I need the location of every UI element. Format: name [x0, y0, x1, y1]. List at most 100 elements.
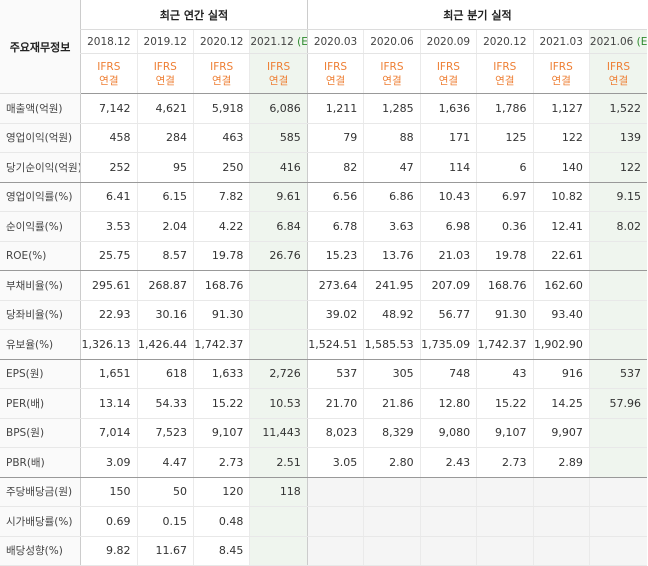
table-cell: 10.53: [249, 388, 308, 419]
table-row: EPS(원) 1,651 618 1,633 2,726 537 305 748 43 916 53…: [0, 359, 647, 389]
table-row: PBR(배) 3.09 4.47 2.73 2.51 3.05 2.80 2.43 2.73 2.…: [0, 447, 647, 478]
table-cell: 39.02: [306, 300, 364, 330]
table-cell: 8.02: [588, 211, 647, 242]
table-cell: 8,329: [363, 418, 421, 448]
table-cell: 168.76: [476, 270, 533, 301]
table-cell: 8.57: [136, 241, 194, 271]
table-cell: 5,918: [192, 93, 250, 124]
table-cell: 11,443: [249, 418, 308, 448]
period-2020-09: 2020.09: [419, 29, 477, 54]
table-cell: 305: [363, 359, 421, 389]
table-cell: [249, 270, 308, 301]
row-label: PBR(배): [0, 447, 81, 478]
row-label: 영업이익(억원): [0, 123, 81, 153]
ifrs-basis-label: IFRS 연결: [249, 53, 308, 94]
table-cell: 82: [306, 152, 364, 183]
table-cell: 171: [419, 123, 477, 153]
table-cell: 1,902.90: [532, 329, 590, 360]
table-cell: 139: [588, 123, 647, 153]
row-label: BPS(원): [0, 418, 81, 448]
table-cell: 125: [476, 123, 533, 153]
table-cell: 120: [192, 477, 250, 507]
row-label: 주당배당금(원): [0, 477, 81, 507]
table-cell: [363, 536, 421, 566]
table-row: 유보율(%) 1,326.13 1,426.44 1,742.37 1,524.51 1,…: [0, 329, 647, 360]
period-2020-06: 2020.06: [363, 29, 421, 54]
table-cell: [476, 506, 533, 537]
table-cell: 50: [136, 477, 194, 507]
row-label: EPS(원): [0, 359, 81, 389]
quarter-header: 최근 분기 실적: [306, 0, 647, 30]
table-cell: 9.15: [588, 182, 647, 212]
period-group-header-row: 주요재무정보 최근 연간 실적 최근 분기 실적: [0, 0, 647, 94]
table-cell: 250: [192, 152, 250, 183]
table-cell: 9,907: [532, 418, 590, 448]
table-cell: 273.64: [306, 270, 364, 301]
table-cell: 21.70: [306, 388, 364, 419]
table-cell: 22.93: [80, 300, 138, 330]
table-cell: [249, 536, 308, 566]
period-2021-06: 2021.06 (E): [588, 29, 647, 54]
table-cell: 916: [532, 359, 590, 389]
table-cell: 8,023: [306, 418, 364, 448]
table-cell: 21.03: [419, 241, 477, 271]
table-cell: 1,651: [80, 359, 138, 389]
period-2020-12: 2020.12: [192, 29, 250, 54]
ifrs-basis-label: IFRS 연결: [363, 53, 421, 94]
table-cell: 91.30: [476, 300, 533, 330]
table-cell: 585: [249, 123, 308, 153]
ifrs-basis-label: IFRS 연결: [532, 53, 590, 94]
table-cell: 168.76: [192, 270, 250, 301]
ifrs-basis-label: IFRS 연결: [306, 53, 364, 94]
table-cell: 207.09: [419, 270, 477, 301]
table-cell: 47: [363, 152, 421, 183]
table-row: 영업이익(억원) 458 284 463 585 79 88 171 125 122 139: [0, 123, 647, 153]
table-row: 배당성향(%) 9.82 11.67 8.45: [0, 536, 647, 566]
table-cell: 1,636: [419, 93, 477, 124]
ifrs-basis-label: IFRS 연결: [136, 53, 194, 94]
table-cell: [532, 477, 590, 507]
table-cell: 2.89: [532, 447, 590, 478]
row-label: 유보율(%): [0, 329, 81, 360]
table-cell: [419, 477, 477, 507]
table-cell: 118: [249, 477, 308, 507]
table-cell: 9.82: [80, 536, 138, 566]
table-cell: 6: [476, 152, 533, 183]
table-cell: 140: [532, 152, 590, 183]
row-label: PER(배): [0, 388, 81, 419]
table-cell: 122: [588, 152, 647, 183]
table-cell: 9,080: [419, 418, 477, 448]
table-cell: 15.22: [476, 388, 533, 419]
table-cell: [306, 506, 364, 537]
table-cell: 4.47: [136, 447, 194, 478]
table-cell: 2.73: [192, 447, 250, 478]
table-cell: 79: [306, 123, 364, 153]
table-cell: 1,786: [476, 93, 533, 124]
table-cell: 2.51: [249, 447, 308, 478]
table-cell: 88: [363, 123, 421, 153]
table-cell: 458: [80, 123, 138, 153]
table-cell: [588, 300, 647, 330]
ifrs-basis-label: IFRS 연결: [588, 53, 647, 94]
table-cell: 2.43: [419, 447, 477, 478]
ifrs-basis-label: IFRS 연결: [476, 53, 533, 94]
table-cell: 1,522: [588, 93, 647, 124]
table-cell: 3.63: [363, 211, 421, 242]
ifrs-basis-label: IFRS 연결: [419, 53, 477, 94]
table-row: 부채비율(%) 295.61 268.87 168.76 273.64 241.95 207…: [0, 270, 647, 301]
table-cell: 19.78: [192, 241, 250, 271]
table-cell: 95: [136, 152, 194, 183]
estimate-marker: (E): [297, 35, 308, 48]
row-label: ROE(%): [0, 241, 81, 271]
table-cell: 10.82: [532, 182, 590, 212]
table-cell: [363, 506, 421, 537]
table-cell: 54.33: [136, 388, 194, 419]
table-cell: 6.41: [80, 182, 138, 212]
table-row: 주당배당금(원) 150 50 120 118: [0, 477, 647, 507]
table-cell: 1,127: [532, 93, 590, 124]
period-2021-12: 2021.12 (E): [249, 29, 308, 54]
table-cell: 0.15: [136, 506, 194, 537]
table-cell: 15.23: [306, 241, 364, 271]
table-cell: 122: [532, 123, 590, 153]
